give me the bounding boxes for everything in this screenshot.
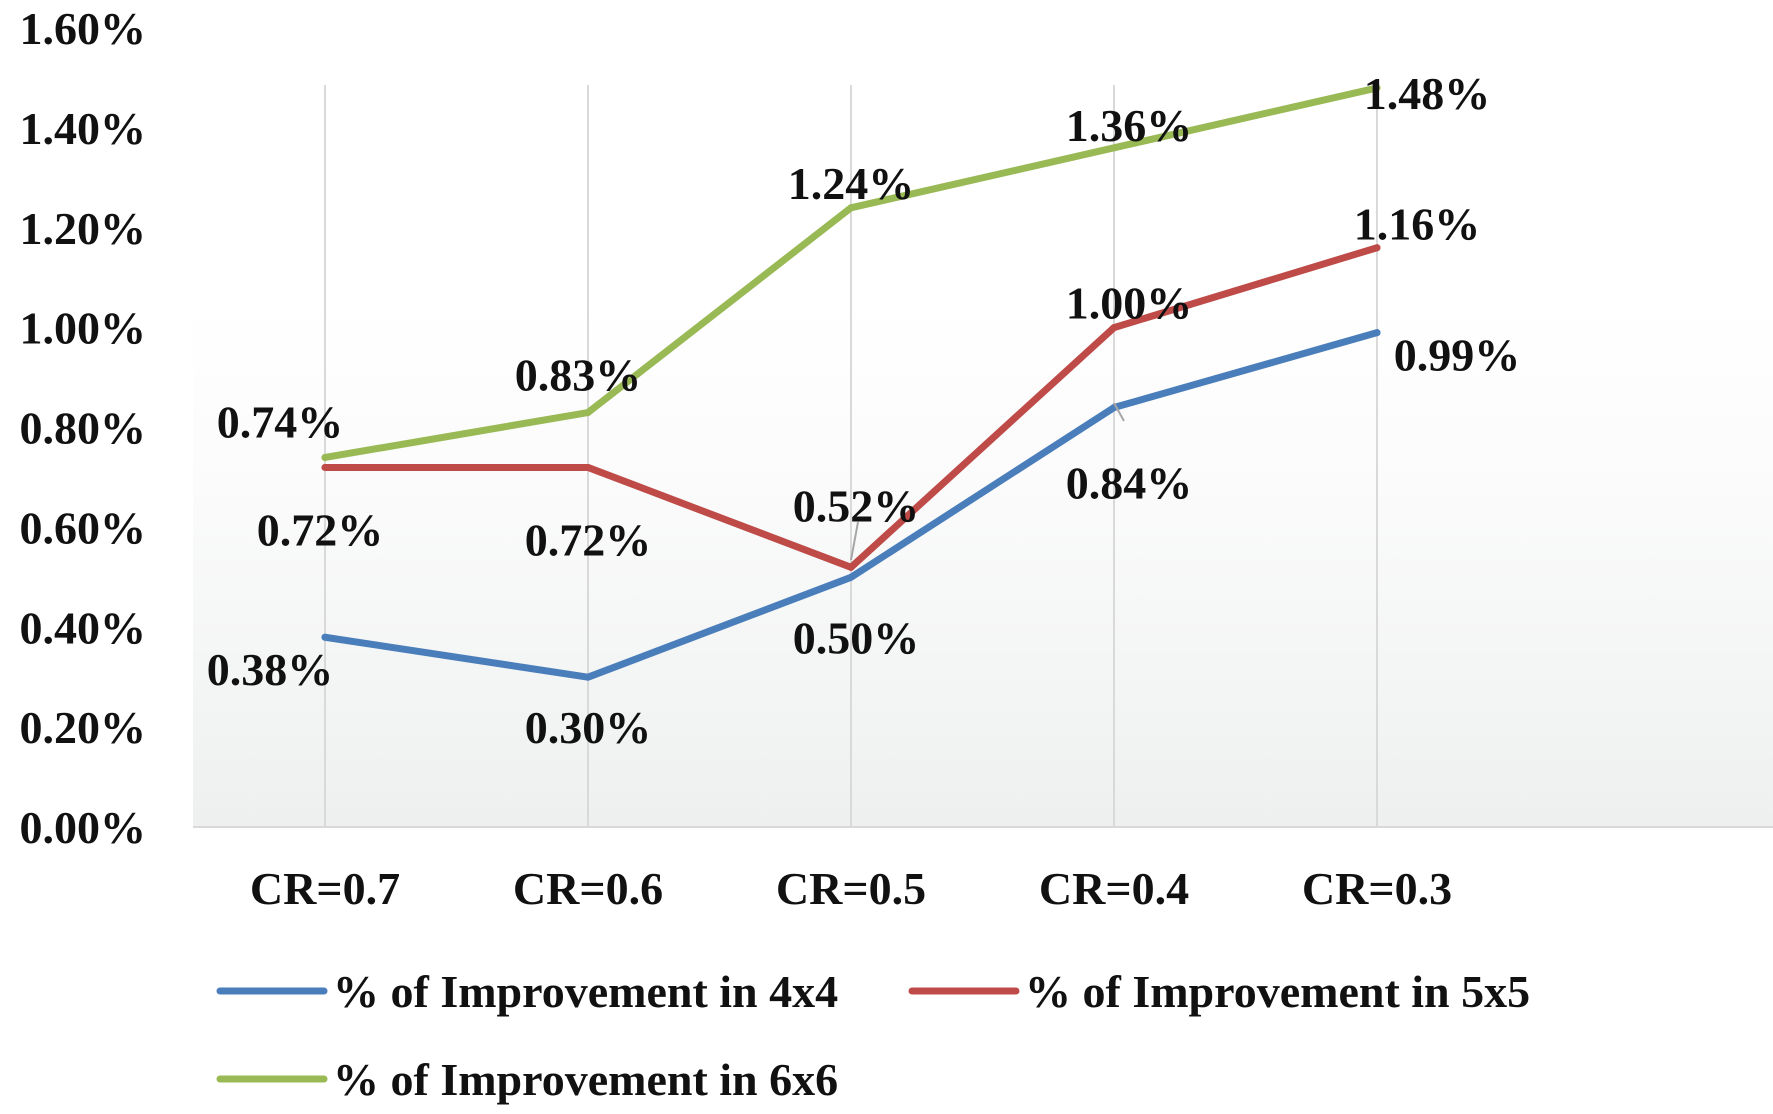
data-label-leader-line	[1113, 402, 1125, 422]
data-label: 0.99%	[1394, 330, 1521, 381]
data-label-leader-line	[850, 521, 859, 561]
data-point	[1373, 329, 1381, 337]
data-point	[321, 633, 329, 641]
y-tick-label: 0.00%	[20, 802, 147, 853]
data-point	[1373, 244, 1381, 252]
data-point	[847, 204, 855, 212]
data-label: 0.74%	[217, 396, 344, 447]
legend-label-3: % of Improvement in 6x6	[333, 1054, 838, 1105]
y-tick-label: 1.40%	[20, 103, 147, 154]
data-label: 0.72%	[257, 504, 384, 555]
y-tick-label: 0.40%	[20, 602, 147, 653]
data-label: 0.83%	[515, 350, 642, 401]
data-label: 1.24%	[788, 158, 915, 209]
data-point	[584, 463, 592, 471]
y-tick-label: 1.20%	[20, 203, 147, 254]
data-label: 0.50%	[793, 612, 920, 663]
data-point	[847, 563, 855, 571]
y-tick-label: 0.80%	[20, 403, 147, 454]
x-tick-label: CR=0.5	[776, 863, 926, 914]
y-tick-label: 1.60%	[20, 3, 147, 54]
data-point	[321, 463, 329, 471]
data-point	[847, 573, 855, 581]
data-point	[1373, 84, 1381, 92]
data-point	[1110, 144, 1118, 152]
y-tick-label: 0.60%	[20, 502, 147, 553]
x-tick-label: CR=0.7	[250, 863, 400, 914]
x-tick-label: CR=0.6	[513, 863, 663, 914]
y-tick-label: 0.20%	[20, 702, 147, 753]
x-tick-label: CR=0.3	[1302, 863, 1452, 914]
data-label: 1.00%	[1066, 278, 1193, 329]
legend-label-1: % of Improvement in 4x4	[333, 966, 838, 1017]
data-label: 0.38%	[207, 644, 334, 695]
data-point	[584, 409, 592, 417]
data-point	[584, 673, 592, 681]
y-tick-label: 1.00%	[20, 303, 147, 354]
data-label: 1.48%	[1364, 68, 1491, 119]
data-point	[1110, 324, 1118, 332]
data-label: 0.52%	[793, 480, 920, 531]
data-label: 1.16%	[1354, 199, 1481, 250]
data-label: 0.30%	[525, 702, 652, 753]
data-label: 1.36%	[1066, 100, 1193, 151]
data-label: 0.72%	[525, 514, 652, 565]
data-point	[321, 453, 329, 461]
legend-label-2: % of Improvement in 5x5	[1025, 966, 1530, 1017]
data-label: 0.84%	[1066, 458, 1193, 509]
x-tick-label: CR=0.4	[1039, 863, 1189, 914]
plot-background	[193, 300, 1773, 827]
